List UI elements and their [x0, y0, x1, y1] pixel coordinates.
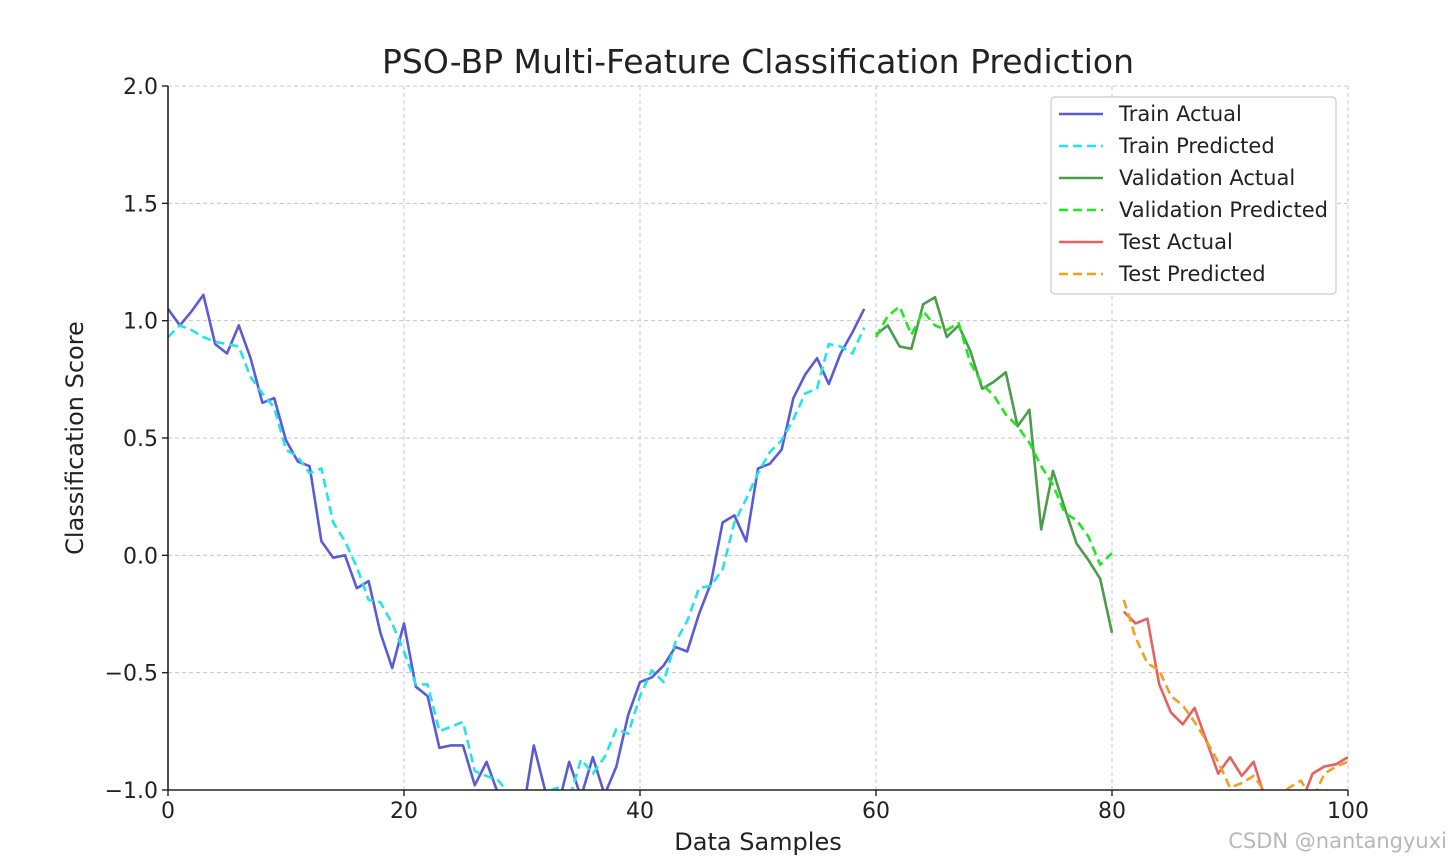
legend-label-train-predicted: Train Predicted: [1118, 134, 1275, 158]
series-line-validation-predicted: [874, 305, 1113, 567]
x-tick-label: 60: [862, 799, 890, 824]
y-tick-label: −0.5: [105, 662, 158, 687]
y-tick-label: 1.5: [123, 192, 158, 217]
series-lines: [168, 293, 1348, 790]
legend-label-validation-actual: Validation Actual: [1119, 166, 1295, 190]
y-tick-label: 0.5: [123, 427, 158, 452]
y-axis-ticks: −1.0 −0.5 0.0 0.5 1.0 1.5 2.0: [105, 75, 168, 804]
x-axis-label: Data Samples: [674, 828, 841, 856]
legend-label-test-predicted: Test Predicted: [1118, 262, 1266, 286]
x-axis-ticks: 0 20 40 60 80 100: [161, 790, 1369, 824]
y-axis-label: Classification Score: [61, 321, 89, 555]
legend-label-train-actual: Train Actual: [1118, 102, 1242, 126]
y-tick-label: 0.0: [123, 544, 158, 569]
x-tick-label: 40: [626, 799, 654, 824]
watermark-text: CSDN @nantangyuxi: [1228, 829, 1447, 853]
series-line-train-actual: [168, 293, 866, 790]
series-line-validation-actual: [875, 295, 1114, 634]
x-tick-label: 80: [1098, 799, 1126, 824]
y-tick-label: 1.0: [123, 310, 158, 335]
series-line-test-predicted: [1122, 599, 1348, 790]
y-tick-label: −1.0: [105, 779, 158, 804]
legend-label-test-actual: Test Actual: [1118, 230, 1233, 254]
series-line-train-predicted: [168, 324, 866, 790]
legend: Train Actual Train Predicted Validation Ac…: [1050, 96, 1337, 295]
x-tick-label: 0: [161, 799, 175, 824]
series-line-test-actual: [1122, 610, 1348, 790]
legend-frame: [1050, 96, 1337, 295]
chart-title: PSO-BP Multi-Feature Classification Pred…: [382, 42, 1134, 81]
x-tick-label: 20: [390, 799, 418, 824]
y-tick-label: 2.0: [123, 75, 158, 100]
x-tick-label: 100: [1327, 799, 1369, 824]
legend-label-validation-predicted: Validation Predicted: [1119, 198, 1328, 222]
